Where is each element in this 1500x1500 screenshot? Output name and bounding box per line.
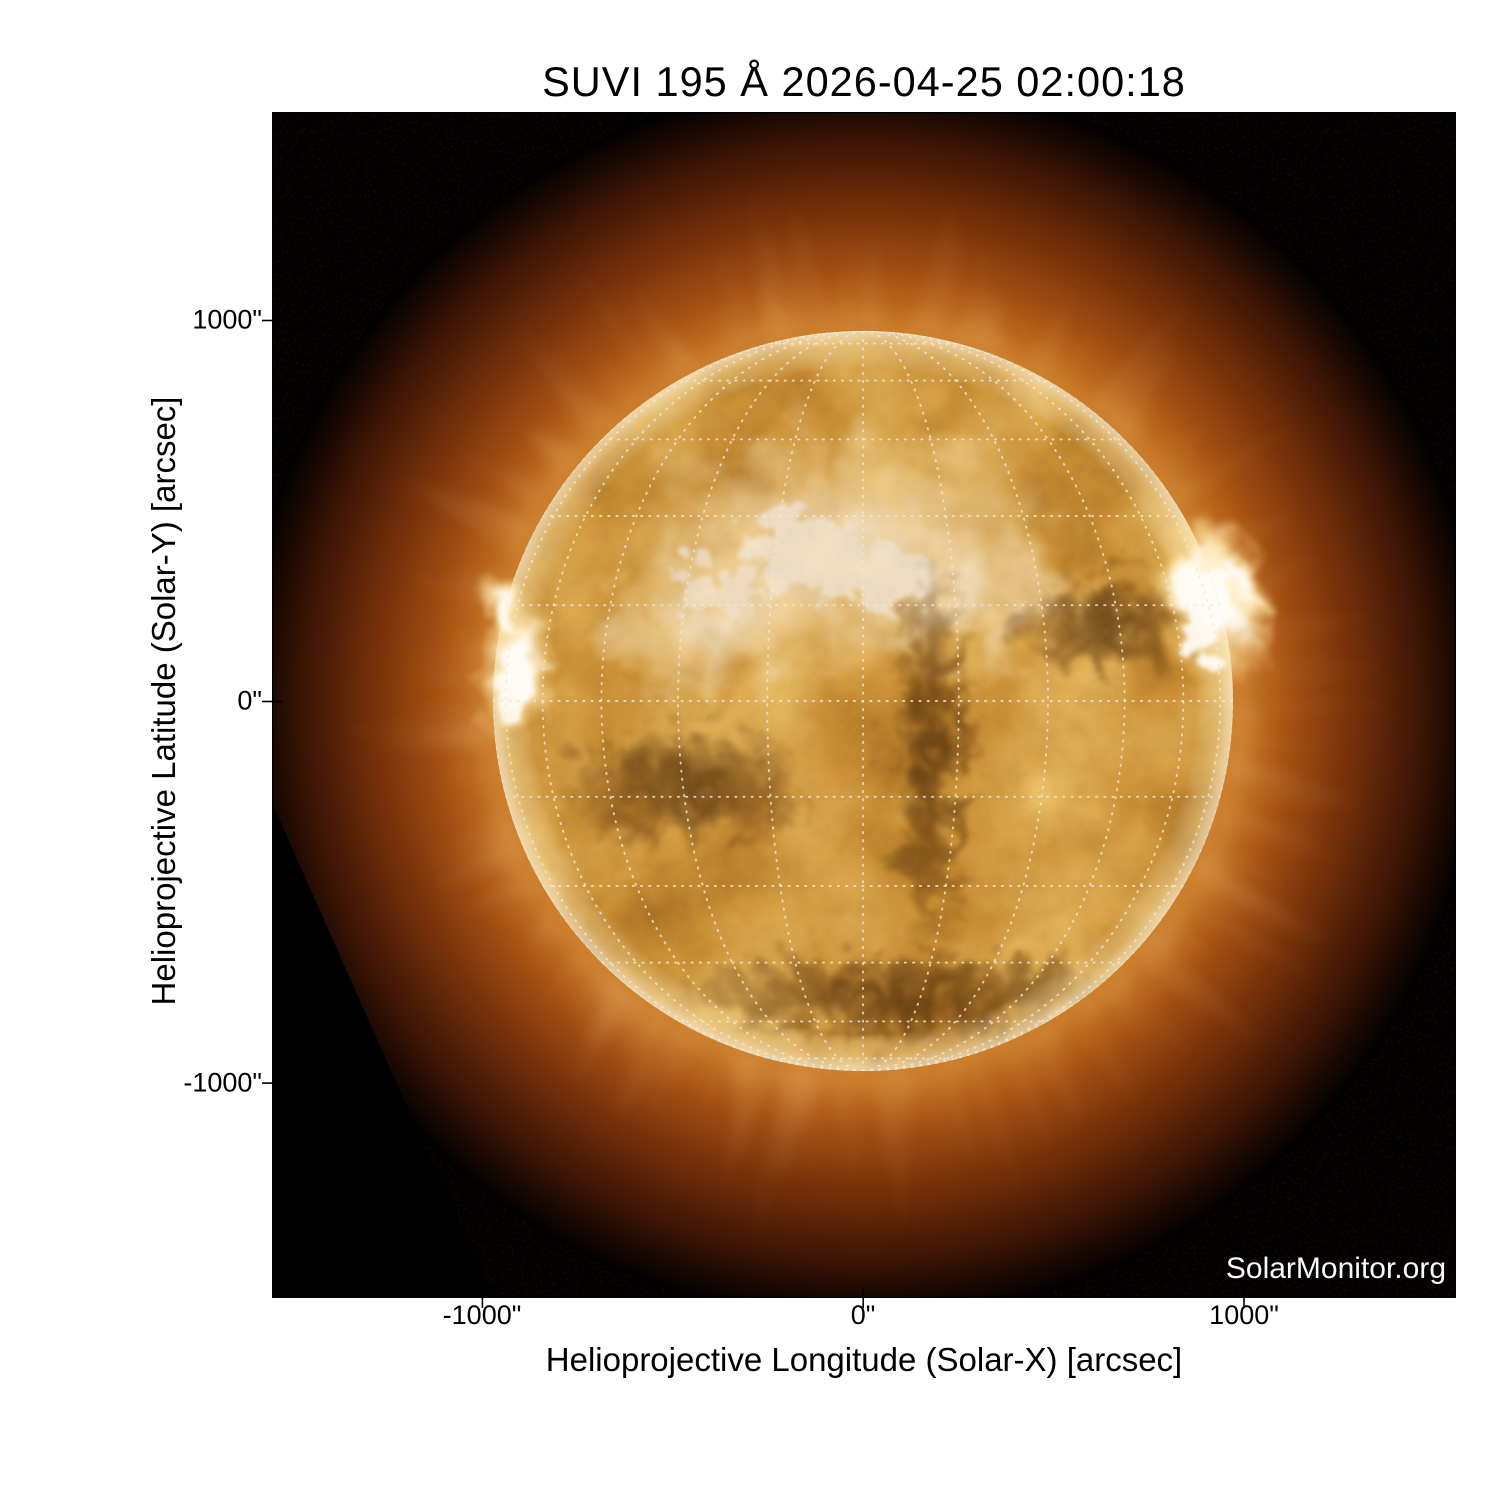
svg-text:SolarMonitor.org: SolarMonitor.org [1226,1252,1446,1285]
